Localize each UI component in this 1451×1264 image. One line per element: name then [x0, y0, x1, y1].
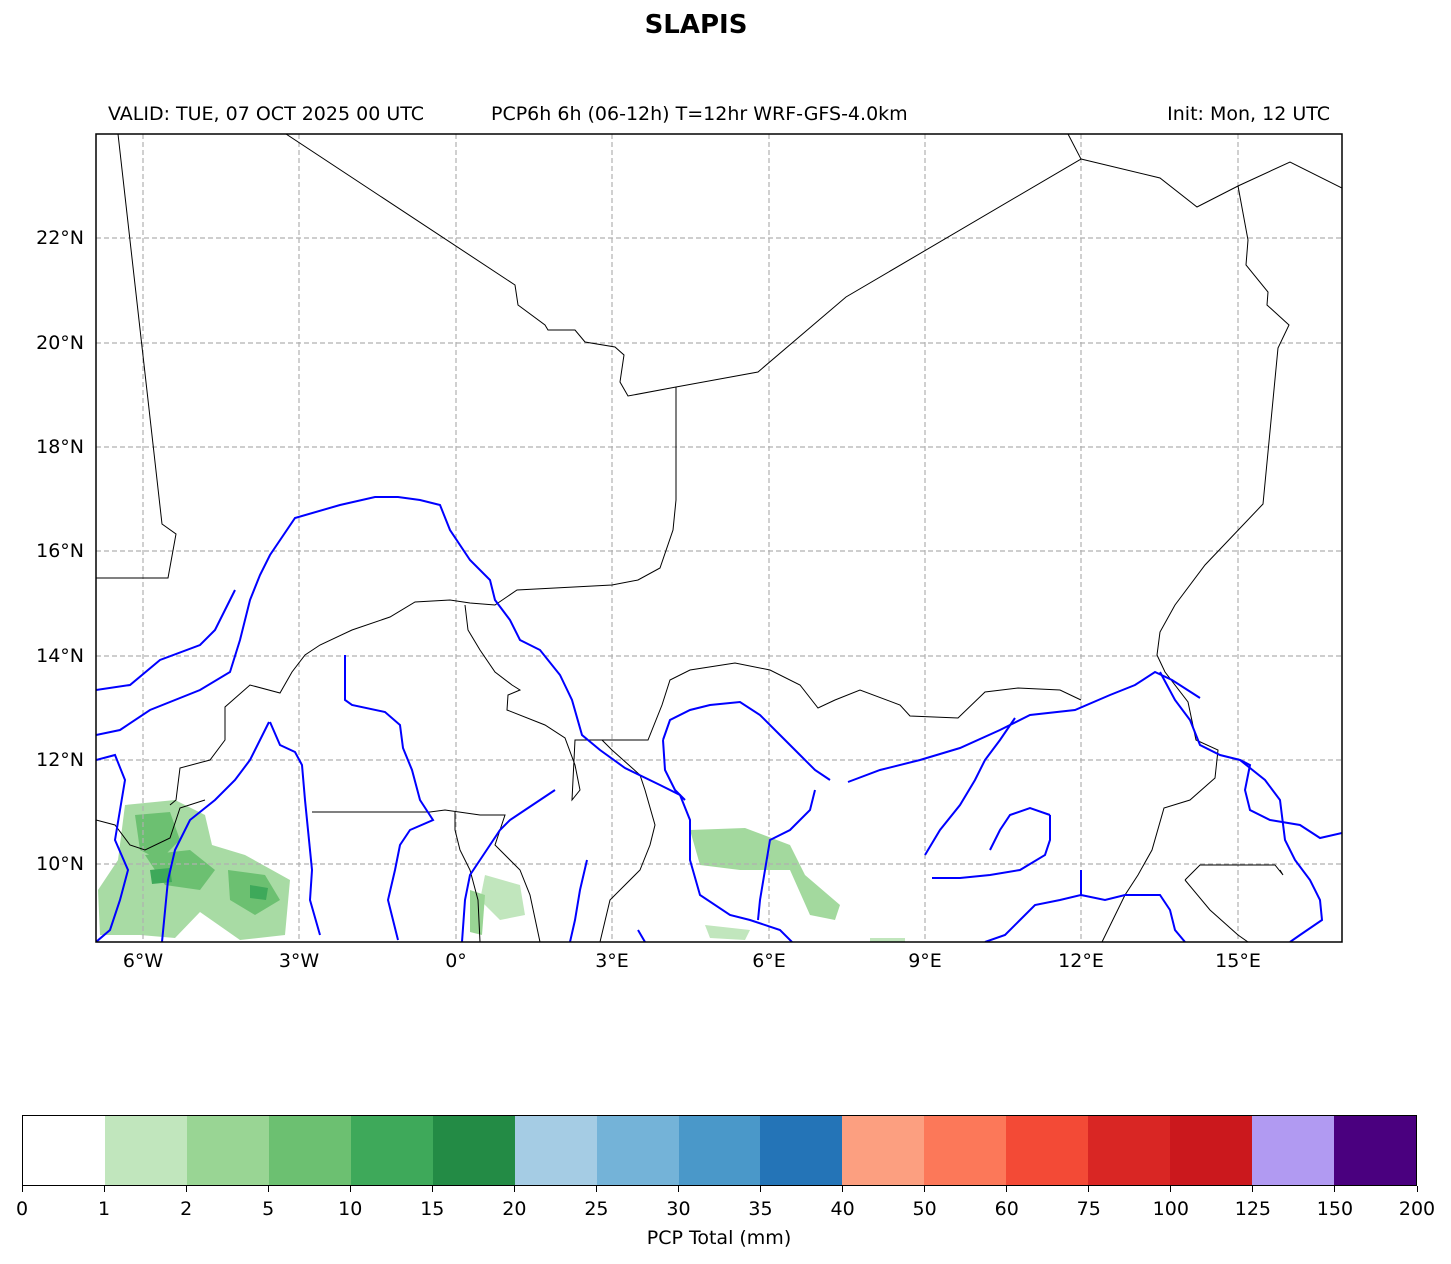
- colorbar-segment: [186, 1116, 269, 1185]
- colorbar-tick-label: 20: [502, 1198, 527, 1220]
- colorbar-tick-label: 15: [420, 1198, 445, 1220]
- colorbar-segment: [596, 1116, 679, 1185]
- colorbar-tick-label: 50: [912, 1198, 937, 1220]
- precipitation-field: [98, 800, 905, 942]
- colorbar-tick-mark: [349, 1186, 351, 1192]
- lat-label-10n: 10°N: [36, 853, 84, 875]
- colorbar-segment: [268, 1116, 351, 1185]
- colorbar-tick-mark: [103, 1186, 105, 1192]
- colorbar-tick-mark: [1252, 1186, 1254, 1192]
- colorbar-tick-mark: [1088, 1186, 1090, 1192]
- lat-label-12n: 12°N: [36, 749, 84, 771]
- colorbar-segment: [514, 1116, 597, 1185]
- colorbar-tick-label: 125: [1234, 1198, 1272, 1220]
- lat-label-18n: 18°N: [36, 436, 84, 458]
- lon-label-12e: 12°E: [1058, 950, 1104, 972]
- colorbar-segment: [678, 1116, 761, 1185]
- init-time-label: Init: Mon, 12 UTC: [1167, 103, 1330, 125]
- colorbar-tick-mark: [1334, 1186, 1336, 1192]
- colorbar-label: PCP Total (mm): [646, 1227, 792, 1249]
- colorbar-segment: [1170, 1116, 1253, 1185]
- colorbar-tick-label: 60: [994, 1198, 1019, 1220]
- colorbar-tick-label: 100: [1152, 1198, 1189, 1220]
- colorbar-tick-label: 30: [666, 1198, 691, 1220]
- gridlines: [96, 134, 1342, 942]
- lon-label-0: 0°: [445, 950, 467, 972]
- colorbar-tick-label: 2: [180, 1198, 193, 1220]
- colorbar-segment: [104, 1116, 187, 1185]
- colorbar-segment: [1334, 1116, 1416, 1185]
- country-borders: [96, 134, 1342, 942]
- lat-label-16n: 16°N: [36, 540, 84, 562]
- colorbar-tick-mark: [21, 1186, 23, 1192]
- colorbar-segment: [432, 1116, 515, 1185]
- lat-label-14n: 14°N: [36, 645, 84, 667]
- rivers: [96, 496, 1342, 942]
- map-frame: [95, 133, 1343, 943]
- colorbar-segment: [924, 1116, 1007, 1185]
- colorbar-tick-mark: [1170, 1186, 1172, 1192]
- lat-label-22n: 22°N: [36, 227, 84, 249]
- colorbar-tick-label: 25: [584, 1198, 609, 1220]
- precip-colorbar: [22, 1115, 1417, 1186]
- valid-time-label: VALID: TUE, 07 OCT 2025 00 UTC: [108, 103, 424, 125]
- colorbar-tick-mark: [513, 1186, 515, 1192]
- colorbar-tick-mark: [431, 1186, 433, 1192]
- colorbar-tick-label: 5: [262, 1198, 275, 1220]
- colorbar-tick-label: 0: [15, 1198, 29, 1220]
- colorbar-tick-label: 200: [1398, 1198, 1436, 1220]
- colorbar-tick-mark: [924, 1186, 926, 1192]
- colorbar-segment: [1006, 1116, 1089, 1185]
- colorbar-tick-label: 40: [830, 1198, 855, 1220]
- colorbar-tick-mark: [185, 1186, 187, 1192]
- product-label: PCP6h 6h (06-12h) T=12hr WRF-GFS-4.0km: [491, 103, 908, 125]
- colorbar-tick-label: 75: [1076, 1198, 1101, 1220]
- colorbar-tick-label: 1: [98, 1198, 111, 1220]
- colorbar-tick-label: 150: [1316, 1198, 1354, 1220]
- lon-label-6e: 6°E: [752, 950, 786, 972]
- precipitation-map: [95, 133, 1343, 943]
- lon-label-9e: 9°E: [908, 950, 942, 972]
- lon-label-15e: 15°E: [1215, 950, 1261, 972]
- colorbar-tick-mark: [1416, 1186, 1418, 1192]
- colorbar-tick-mark: [677, 1186, 679, 1192]
- colorbar-tick-mark: [1006, 1186, 1008, 1192]
- colorbar-segment: [23, 1116, 105, 1185]
- colorbar-tick-mark: [267, 1186, 269, 1192]
- colorbar-segment: [842, 1116, 925, 1185]
- colorbar-segment: [1252, 1116, 1334, 1185]
- colorbar-tick-mark: [595, 1186, 597, 1192]
- colorbar-segment: [1088, 1116, 1171, 1185]
- lon-label-3w: 3°W: [278, 950, 320, 972]
- lat-label-20n: 20°N: [36, 332, 84, 354]
- map-title: SLAPIS: [644, 10, 748, 40]
- colorbar-segment: [760, 1116, 843, 1185]
- colorbar-tick-label: 35: [748, 1198, 773, 1220]
- colorbar-tick-mark: [760, 1186, 762, 1192]
- colorbar-tick-label: 10: [338, 1198, 363, 1220]
- lon-label-3e: 3°E: [595, 950, 629, 972]
- colorbar-segment: [350, 1116, 433, 1185]
- colorbar-tick-mark: [842, 1186, 844, 1192]
- lon-label-6w: 6°W: [122, 950, 164, 972]
